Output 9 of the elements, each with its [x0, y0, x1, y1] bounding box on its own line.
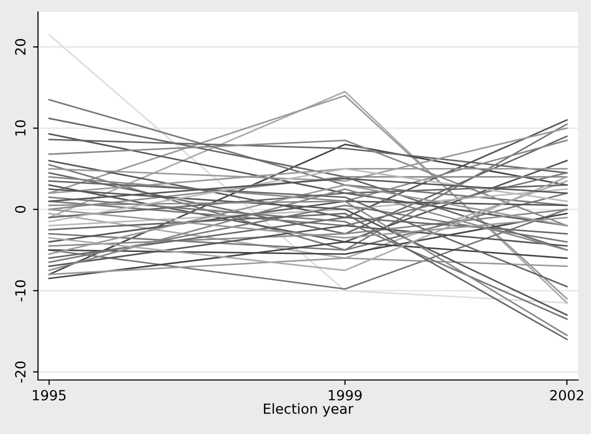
x-axis-title: Election year	[264, 403, 354, 417]
y-tick-label: -10	[15, 280, 26, 302]
y-tick-label: -20	[15, 361, 26, 383]
y-tick-label: 10	[15, 120, 26, 136]
x-tick-label: 1995	[32, 390, 66, 400]
x-tick-label: 2002	[550, 390, 584, 400]
y-tick-label: 0	[15, 206, 26, 213]
y-tick-label: 20	[15, 39, 26, 55]
x-tick-label: 1999	[328, 390, 362, 400]
